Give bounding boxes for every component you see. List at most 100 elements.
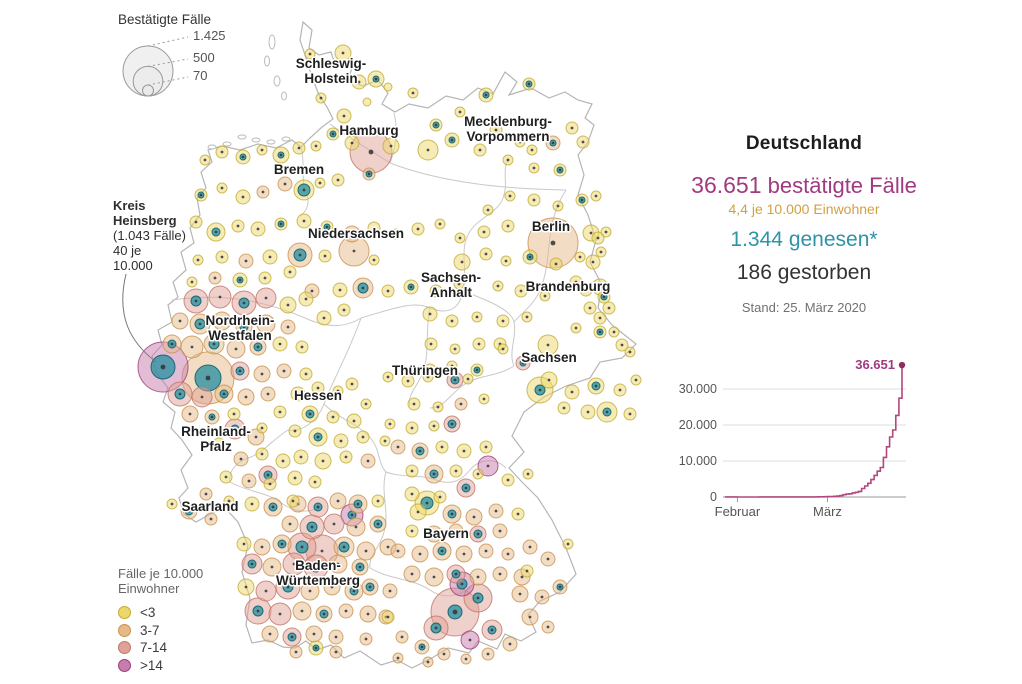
county-bubble[interactable] bbox=[552, 200, 564, 212]
county-bubble[interactable] bbox=[435, 440, 449, 454]
county-bubble[interactable] bbox=[472, 337, 486, 351]
county-bubble[interactable] bbox=[492, 566, 508, 582]
county-bubble[interactable] bbox=[232, 272, 248, 288]
county-bubble[interactable] bbox=[534, 589, 550, 605]
county-bubble[interactable] bbox=[230, 361, 250, 381]
county-bubble[interactable] bbox=[180, 502, 198, 520]
county-bubble[interactable] bbox=[453, 278, 465, 290]
county-bubble[interactable] bbox=[244, 597, 272, 625]
county-bubble[interactable] bbox=[329, 645, 343, 659]
county-bubble[interactable] bbox=[344, 135, 360, 151]
county-bubble[interactable] bbox=[455, 545, 473, 563]
county-bubble[interactable] bbox=[286, 494, 300, 508]
county-bubble[interactable] bbox=[456, 478, 476, 498]
county-bubble[interactable] bbox=[511, 585, 529, 603]
county-bubble[interactable] bbox=[307, 496, 329, 518]
county-bubble[interactable] bbox=[401, 374, 415, 388]
county-bubble[interactable] bbox=[260, 386, 276, 402]
county-bubble[interactable] bbox=[608, 326, 620, 338]
county-bubble[interactable] bbox=[500, 255, 512, 267]
county-bubble[interactable] bbox=[460, 630, 480, 650]
county-bubble[interactable] bbox=[315, 605, 333, 623]
county-bubble[interactable] bbox=[277, 176, 293, 192]
county-bubble[interactable] bbox=[334, 44, 352, 62]
county-bubble[interactable] bbox=[199, 154, 211, 166]
county-bubble[interactable] bbox=[212, 311, 232, 331]
county-bubble[interactable] bbox=[282, 552, 306, 576]
county-bubble[interactable] bbox=[514, 136, 526, 148]
county-bubble[interactable] bbox=[521, 311, 533, 323]
county-bubble[interactable] bbox=[362, 97, 372, 107]
county-bubble[interactable] bbox=[403, 565, 421, 583]
county-bubble[interactable] bbox=[522, 468, 534, 480]
county-bubble[interactable] bbox=[308, 475, 322, 489]
county-bubble[interactable] bbox=[477, 455, 499, 477]
county-bubble[interactable] bbox=[308, 427, 328, 447]
county-bubble[interactable] bbox=[235, 149, 251, 165]
county-bubble[interactable] bbox=[203, 333, 225, 355]
county-bubble[interactable] bbox=[352, 277, 374, 299]
county-bubble[interactable] bbox=[231, 219, 245, 233]
county-bubble[interactable] bbox=[411, 545, 429, 563]
county-bubble[interactable] bbox=[304, 48, 316, 60]
county-bubble[interactable] bbox=[562, 538, 574, 550]
county-bubble[interactable] bbox=[595, 246, 607, 258]
county-bubble[interactable] bbox=[469, 525, 487, 543]
county-bubble[interactable] bbox=[345, 377, 359, 391]
county-bubble[interactable] bbox=[214, 384, 234, 404]
county-bubble[interactable] bbox=[301, 405, 319, 423]
county-bubble[interactable] bbox=[189, 313, 211, 335]
county-bubble[interactable] bbox=[453, 253, 471, 271]
county-bubble[interactable] bbox=[328, 629, 344, 645]
county-bubble[interactable] bbox=[300, 581, 320, 601]
county-bubble[interactable] bbox=[488, 503, 504, 519]
county-bubble[interactable] bbox=[314, 177, 326, 189]
county-bubble[interactable] bbox=[237, 578, 255, 596]
county-bubble[interactable] bbox=[405, 421, 419, 435]
county-bubble[interactable] bbox=[502, 636, 518, 652]
county-bubble[interactable] bbox=[615, 338, 629, 352]
county-bubble[interactable] bbox=[226, 339, 246, 359]
county-bubble[interactable] bbox=[339, 450, 353, 464]
county-bubble[interactable] bbox=[390, 543, 406, 559]
county-bubble[interactable] bbox=[276, 363, 292, 379]
county-bubble[interactable] bbox=[326, 127, 340, 141]
county-bubble[interactable] bbox=[241, 473, 257, 489]
county-bubble[interactable] bbox=[166, 498, 178, 510]
county-bubble[interactable] bbox=[162, 334, 182, 354]
county-bubble[interactable] bbox=[333, 433, 349, 449]
county-bubble[interactable] bbox=[292, 141, 306, 155]
county-bubble[interactable] bbox=[470, 363, 484, 377]
county-bubble[interactable] bbox=[280, 319, 296, 335]
county-bubble[interactable] bbox=[293, 179, 315, 201]
county-bubble[interactable] bbox=[515, 355, 531, 371]
county-bubble[interactable] bbox=[192, 254, 204, 266]
county-bubble[interactable] bbox=[570, 322, 582, 334]
county-bubble[interactable] bbox=[575, 193, 589, 207]
county-bubble[interactable] bbox=[367, 221, 381, 235]
county-bubble[interactable] bbox=[208, 271, 222, 285]
county-bubble[interactable] bbox=[250, 221, 266, 237]
county-bubble[interactable] bbox=[206, 222, 226, 242]
county-bubble[interactable] bbox=[381, 284, 395, 298]
county-bubble[interactable] bbox=[579, 283, 593, 297]
county-bubble[interactable] bbox=[444, 132, 460, 148]
county-bubble[interactable] bbox=[445, 314, 459, 328]
county-bubble[interactable] bbox=[576, 135, 590, 149]
county-bubble[interactable] bbox=[310, 140, 322, 152]
county-bubble[interactable] bbox=[502, 154, 514, 166]
county-bubble[interactable] bbox=[424, 337, 438, 351]
county-bubble[interactable] bbox=[299, 367, 313, 381]
county-bubble[interactable] bbox=[275, 453, 291, 469]
county-bubble[interactable] bbox=[422, 371, 434, 383]
county-bubble[interactable] bbox=[382, 137, 400, 155]
county-bubble[interactable] bbox=[296, 213, 312, 229]
county-bubble[interactable] bbox=[289, 645, 303, 659]
county-bubble[interactable] bbox=[263, 477, 277, 491]
county-bubble[interactable] bbox=[545, 135, 561, 151]
county-bubble[interactable] bbox=[460, 653, 472, 665]
county-bubble[interactable] bbox=[362, 167, 376, 181]
county-bubble[interactable] bbox=[238, 253, 254, 269]
county-bubble[interactable] bbox=[316, 310, 332, 326]
county-bubble[interactable] bbox=[596, 401, 618, 423]
